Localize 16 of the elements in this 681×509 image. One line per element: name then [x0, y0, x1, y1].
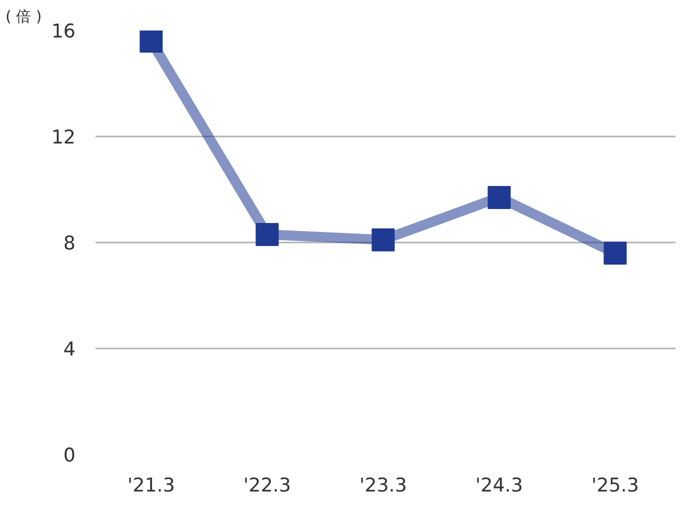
point	[256, 223, 279, 246]
x-tick-label: '24.3	[475, 474, 523, 496]
y-tick-label: 8	[63, 232, 76, 254]
y-axis-title: ( 倍 )	[6, 8, 42, 26]
point	[488, 186, 511, 209]
y-tick-label: 4	[63, 338, 76, 360]
y-tick-label: 12	[51, 126, 76, 148]
x-tick-label: '23.3	[359, 474, 407, 496]
y-tick-label: 16	[51, 20, 76, 42]
point	[140, 30, 163, 53]
x-tick-label: '21.3	[127, 474, 175, 496]
x-tick-label: '22.3	[243, 474, 291, 496]
x-tick-label: '25.3	[591, 474, 639, 496]
point	[604, 242, 627, 265]
point	[372, 228, 395, 252]
y-tick-label: 0	[63, 444, 76, 466]
